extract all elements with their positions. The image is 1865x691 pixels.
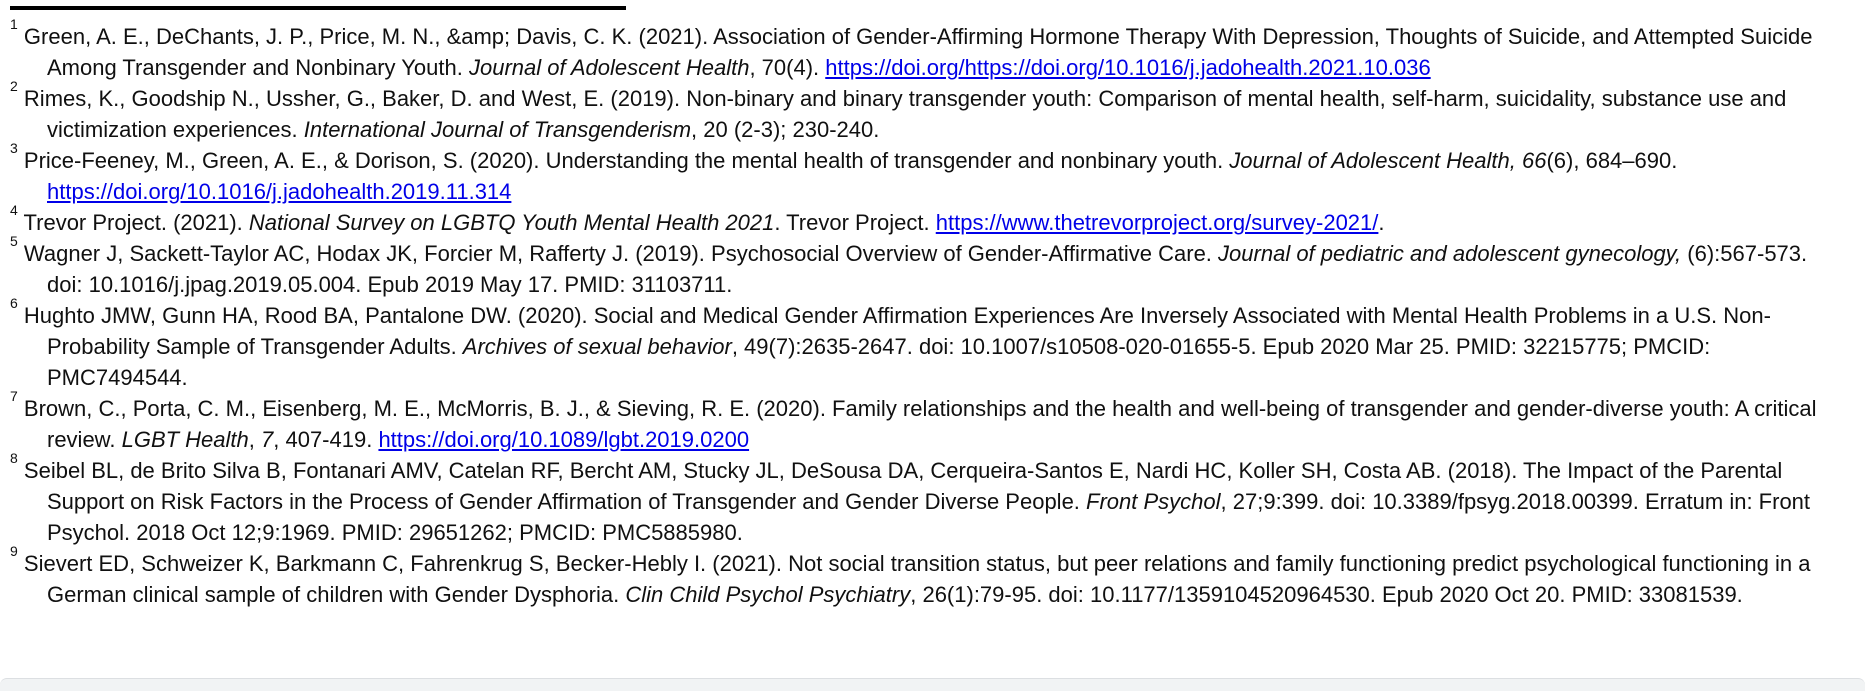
footnote-number: 2 [10,77,18,94]
journal-title: Journal of Adolescent Health [468,55,750,80]
reference-text: , 26(1):79-95. doi: 10.1177/135910452096… [910,582,1743,607]
footnote-number: 6 [10,294,18,311]
footnote-number: 1 [10,15,18,32]
reference-url-link[interactable]: https://www.thetrevorproject.org/survey-… [935,210,1379,235]
reference-item: 6 Hughto JMW, Gunn HA, Rood BA, Pantalon… [10,296,1847,393]
journal-title: LGBT Health [121,427,249,452]
reference-text: , 70(4). [749,55,826,80]
reference-item: 2 Rimes, K., Goodship N., Ussher, G., Ba… [10,79,1847,145]
footnote-number: 9 [10,542,18,559]
reference-url-link[interactable]: https://doi.org/10.1016/j.jadohealth.201… [47,179,512,204]
footnote-number: 5 [10,232,18,249]
reference-text: Trevor Project. (2021). [23,210,249,235]
reference-item: 8 Seibel BL, de Brito Silva B, Fontanari… [10,451,1847,548]
reference-item: 7 Brown, C., Porta, C. M., Eisenberg, M.… [10,389,1847,455]
footnote-number: 4 [10,201,18,218]
reference-text: , 407-419. [273,427,379,452]
journal-title: Journal of pediatric and adolescent gyne… [1218,241,1682,266]
reference-item: 4 Trevor Project. (2021). National Surve… [10,203,1847,238]
journal-title: International Journal of Transgenderism [303,117,692,142]
journal-title: Archives of sexual behavior [462,334,732,359]
reference-item: 1 Green, A. E., DeChants, J. P., Price, … [10,17,1847,83]
reference-text: Seibel BL, de Brito Silva B, Fontanari A… [23,458,1783,514]
reference-text: . [1378,210,1385,235]
reference-text: , 49(7):2635-2647. doi: 10.1007/s10508-0… [47,334,1711,390]
reference-url-link[interactable]: https://doi.org/https://doi.org/10.1016/… [825,55,1431,80]
journal-title: National Survey on LGBTQ Youth Mental He… [248,210,775,235]
reference-item: 3 Price-Feeney, M., Green, A. E., & Dori… [10,141,1847,207]
reference-text: , [248,427,261,452]
journal-title: Clin Child Psychol Psychiatry [625,582,911,607]
footnote-separator-line [10,6,626,10]
journal-title: 7 [261,427,274,452]
footnote-number: 8 [10,449,18,466]
journal-title: Front Psychol [1086,489,1221,514]
journal-title: Journal of Adolescent Health, 66 [1229,148,1547,173]
reference-text: Price-Feeney, M., Green, A. E., & Doriso… [23,148,1230,173]
reference-text: Hughto JMW, Gunn HA, Rood BA, Pantalone … [23,303,1771,359]
reference-text: Sievert ED, Schweizer K, Barkmann C, Fah… [23,551,1811,607]
footnote-number: 7 [10,387,18,404]
reference-text: , 27;9:399. doi: 10.3389/fpsyg.2018.0039… [47,489,1811,545]
reference-text: , 20 (2-3); 230-240. [691,117,880,142]
reference-text: (6):567-573. doi: 10.1016/j.jpag.2019.05… [47,241,1808,297]
reference-url-link[interactable]: https://doi.org/10.1089/lgbt.2019.0200 [378,427,750,452]
reference-text: Brown, C., Porta, C. M., Eisenberg, M. E… [23,396,1817,452]
reference-text: Wagner J, Sackett-Taylor AC, Hodax JK, F… [23,241,1219,266]
reference-item: 5 Wagner J, Sackett-Taylor AC, Hodax JK,… [10,234,1847,300]
reference-text: (6), 684–690. [1546,148,1678,173]
reference-text: Rimes, K., Goodship N., Ussher, G., Bake… [23,86,1787,142]
reference-item: 9 Sievert ED, Schweizer K, Barkmann C, F… [10,544,1847,610]
footnotes-page: 1 Green, A. E., DeChants, J. P., Price, … [0,6,1865,691]
footnote-number: 3 [10,139,18,156]
reference-text: Green, A. E., DeChants, J. P., Price, M.… [23,24,1813,80]
reference-text: . Trevor Project. [774,210,936,235]
references-list: 1 Green, A. E., DeChants, J. P., Price, … [0,17,1851,610]
